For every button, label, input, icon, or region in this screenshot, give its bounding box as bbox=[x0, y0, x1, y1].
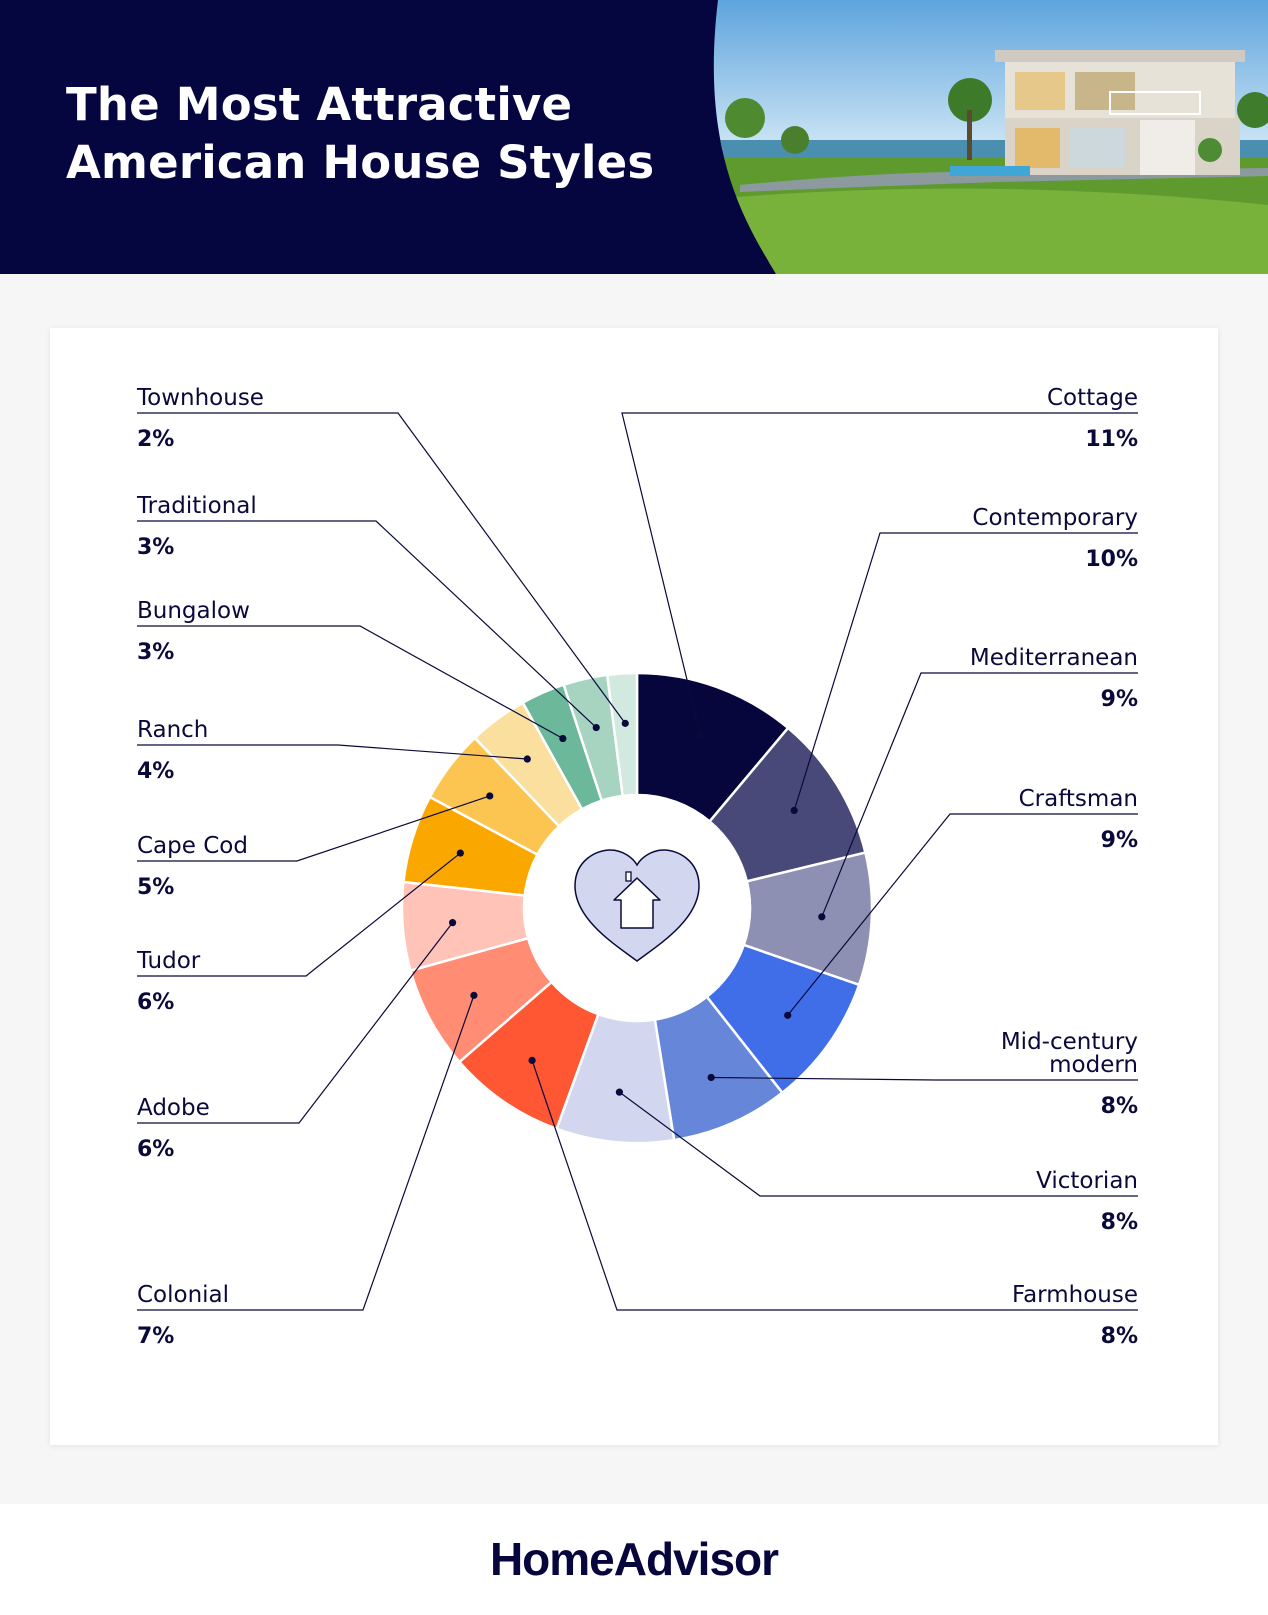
leader-contemporary bbox=[793, 532, 1138, 811]
label-cape-cod: Cape Cod bbox=[137, 833, 248, 859]
dot-contemporary bbox=[790, 806, 798, 815]
value-contemporary: 10% bbox=[1085, 547, 1138, 572]
footer: HomeAdvisor bbox=[0, 1504, 1268, 1615]
leader-adobe bbox=[137, 922, 454, 1124]
page-title: The Most Attractive American House Style… bbox=[66, 76, 654, 192]
value-mediterranean: 9% bbox=[1101, 687, 1138, 712]
brand-logo: HomeAdvisor bbox=[489, 1533, 779, 1585]
chimney-shape bbox=[625, 871, 632, 882]
label-colonial: Colonial bbox=[137, 1282, 229, 1308]
label-mid-century-modern-line-2: modern bbox=[1049, 1052, 1138, 1078]
dot-ranch bbox=[523, 755, 531, 763]
dot-tudor bbox=[456, 849, 464, 857]
dot-cottage bbox=[696, 730, 704, 738]
label-townhouse: Townhouse bbox=[136, 385, 264, 411]
value-victorian: 8% bbox=[1101, 1210, 1138, 1235]
leader-bungalow bbox=[137, 625, 564, 740]
dot-colonial bbox=[470, 991, 478, 999]
label-traditional: Traditional bbox=[136, 493, 257, 519]
leader-tudor bbox=[137, 852, 461, 977]
label-ranch: Ranch bbox=[137, 717, 208, 743]
leader-colonial bbox=[137, 995, 475, 1311]
leader-craftsman bbox=[787, 813, 1138, 1016]
dot-mid-century-modern bbox=[707, 1073, 715, 1082]
leader-cottage bbox=[621, 412, 1138, 735]
leader-mediterranean bbox=[821, 672, 1138, 918]
dot-townhouse bbox=[621, 719, 629, 727]
value-craftsman: 9% bbox=[1101, 828, 1138, 853]
value-townhouse: 2% bbox=[137, 427, 174, 452]
title-line-1: The Most Attractive bbox=[66, 78, 573, 131]
label-adobe: Adobe bbox=[137, 1095, 210, 1121]
label-bungalow: Bungalow bbox=[137, 598, 250, 624]
dot-cape-cod bbox=[486, 792, 494, 800]
dot-traditional bbox=[592, 723, 600, 732]
donut-slices bbox=[400, 671, 874, 1145]
label-contemporary: Contemporary bbox=[972, 505, 1138, 531]
title-line-2: American House Styles bbox=[66, 136, 655, 189]
dot-victorian bbox=[615, 1088, 624, 1096]
label-farmhouse: Farmhouse bbox=[1012, 1282, 1138, 1308]
label-craftsman: Craftsman bbox=[1019, 786, 1138, 812]
value-farmhouse: 8% bbox=[1101, 1324, 1138, 1349]
dot-mediterranean bbox=[818, 913, 826, 921]
value-cape-cod: 5% bbox=[137, 875, 174, 900]
house-photo-illustration bbox=[713, 0, 1268, 274]
dot-bungalow bbox=[559, 734, 567, 743]
chart-card: Cottage 11% Contemporary 10% Mediterranean 9%… bbox=[50, 328, 1218, 1445]
value-cottage: 11% bbox=[1085, 427, 1138, 452]
value-tudor: 6% bbox=[137, 990, 174, 1015]
value-traditional: 3% bbox=[137, 535, 174, 560]
label-tudor: Tudor bbox=[136, 948, 201, 974]
dot-adobe bbox=[448, 919, 457, 927]
slice-labels: Cottage 11% Contemporary 10% Mediterranean 9%… bbox=[136, 385, 1138, 1349]
value-ranch: 4% bbox=[137, 759, 174, 784]
label-mid-century-modern-line-1: Mid-century bbox=[1001, 1029, 1138, 1055]
dot-farmhouse bbox=[528, 1056, 536, 1064]
house-shape bbox=[613, 877, 661, 929]
leader-lines bbox=[137, 412, 1138, 1311]
leader-victorian bbox=[619, 1091, 1138, 1197]
label-mediterranean: Mediterranean bbox=[970, 645, 1138, 671]
leader-mid-century-modern bbox=[711, 1076, 1138, 1081]
heart-house-icon bbox=[574, 849, 700, 962]
leader-farmhouse bbox=[531, 1060, 1138, 1311]
slice-townhouse bbox=[605, 671, 639, 798]
dot-craftsman bbox=[784, 1011, 792, 1019]
value-mid-century-modern: 8% bbox=[1101, 1094, 1138, 1119]
value-adobe: 6% bbox=[137, 1137, 174, 1162]
leader-traditional bbox=[137, 520, 597, 728]
value-colonial: 7% bbox=[137, 1324, 174, 1349]
label-victorian: Victorian bbox=[1036, 1168, 1138, 1194]
value-bungalow: 3% bbox=[137, 640, 174, 665]
leader-cape-cod bbox=[137, 795, 490, 862]
header-banner: The Most Attractive American House Style… bbox=[0, 0, 1268, 274]
donut-chart: Cottage 11% Contemporary 10% Mediterranean 9%… bbox=[136, 385, 1138, 1349]
leader-townhouse bbox=[137, 412, 626, 724]
label-cottage: Cottage bbox=[1047, 385, 1138, 411]
leader-ranch bbox=[137, 744, 528, 760]
